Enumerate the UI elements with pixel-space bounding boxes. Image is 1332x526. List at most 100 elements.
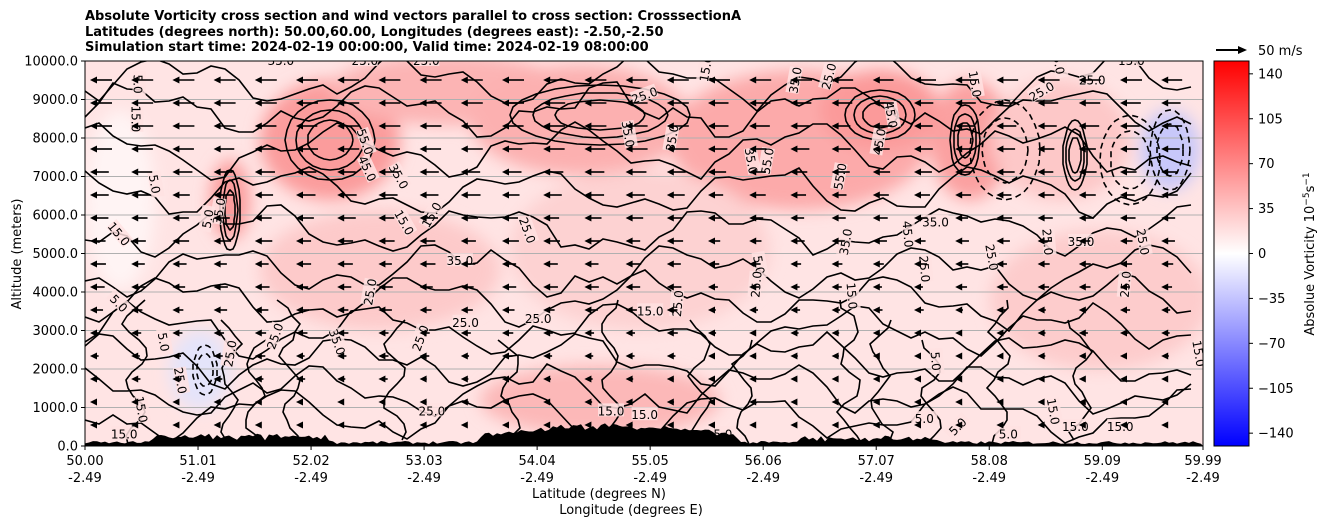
contour-label-text: 55.0 — [831, 162, 849, 191]
wind-vector — [337, 99, 360, 107]
wind-vector — [419, 168, 439, 176]
wind-vector — [1078, 122, 1100, 130]
wind-vector — [584, 260, 599, 268]
wind-vector — [1161, 352, 1169, 360]
contour-label: 5.0 — [155, 327, 174, 356]
wind-vector — [90, 237, 106, 245]
wind-vector — [749, 168, 766, 176]
wind-vector — [749, 375, 757, 383]
wind-vector — [666, 214, 683, 222]
wind-vector — [419, 329, 430, 337]
contour-label-text: 35.0 — [742, 147, 760, 176]
contour-line — [853, 95, 907, 135]
wind-vector — [543, 283, 558, 291]
contour-label-text: 25.0 — [525, 312, 552, 326]
wind-vector — [419, 214, 438, 222]
wind-vector — [790, 145, 810, 153]
wind-vector — [625, 168, 647, 176]
wind-vector — [872, 329, 880, 337]
y-tick-label: 10000.0 — [24, 55, 78, 70]
wind-vector — [749, 214, 764, 222]
wind-vector — [1037, 168, 1054, 176]
contour-label-text: 15.0 — [128, 105, 142, 132]
wind-vector — [1161, 283, 1173, 291]
contour-line — [957, 122, 974, 159]
contour-label-text: 15.0 — [965, 70, 983, 99]
wind-vector — [502, 352, 513, 360]
wind-vector — [872, 191, 889, 199]
wind-vector — [543, 168, 564, 176]
wind-vector — [914, 398, 921, 406]
contour-label-background — [929, 347, 945, 375]
wind-vector — [296, 329, 308, 337]
wind-vector — [914, 352, 921, 360]
wind-vector — [90, 352, 99, 360]
wind-vector — [831, 237, 845, 245]
wind-vector — [337, 191, 357, 199]
wind-vector — [708, 99, 729, 107]
wind-vector — [996, 329, 1005, 337]
contour-label-background — [360, 277, 378, 306]
wind-vector — [131, 237, 146, 245]
contour-label: 15.0 — [1044, 397, 1064, 426]
x-tick-label-lon: -2.49 — [859, 471, 893, 486]
wind-vector — [131, 214, 148, 222]
contour-label-background — [1116, 270, 1132, 298]
contour-label-text: 25.0 — [419, 404, 446, 418]
wind-vector — [296, 237, 312, 245]
wind-vector — [378, 168, 399, 176]
wind-vector — [213, 283, 228, 291]
wind-vector — [378, 352, 389, 360]
y-tick-label: 8000.0 — [33, 132, 79, 147]
wind-vector — [296, 191, 316, 199]
wind-vector — [543, 306, 555, 314]
wind-vector — [996, 398, 1004, 406]
wind-key: 50 m/s — [1216, 44, 1303, 59]
wind-vector — [254, 214, 272, 222]
wind-vector — [419, 99, 442, 107]
contour-line-negative — [192, 344, 218, 396]
colorbar-tick-label: −70 — [1258, 337, 1285, 352]
wind-vector — [996, 214, 1013, 222]
contour-label-text: 25.0 — [982, 243, 1000, 272]
wind-vector — [955, 237, 969, 245]
wind-vector — [254, 191, 274, 199]
wind-vector — [708, 352, 715, 360]
contour-label-text: 15.0 — [111, 427, 138, 441]
wind-vector — [1078, 421, 1086, 429]
contour-label: 25.0 — [452, 314, 479, 330]
wind-vector — [131, 168, 153, 176]
wind-vector — [419, 191, 439, 199]
wind-vector — [749, 191, 766, 199]
wind-vector — [378, 260, 392, 268]
contour-label: 5.0 — [197, 204, 217, 233]
wind-vector — [749, 398, 757, 406]
wind-vector — [1078, 329, 1088, 337]
wind-vector — [996, 283, 1008, 291]
wind-vector — [584, 283, 599, 291]
contour-label-text: 5.0 — [928, 351, 944, 371]
contour-label: 25.0 — [413, 61, 440, 68]
contour-label-text: 25.0 — [1039, 228, 1055, 256]
x-tick-label-lat: 58.08 — [971, 454, 1008, 469]
wind-vector — [749, 421, 757, 429]
contour-line — [284, 99, 376, 181]
contour-line — [985, 299, 1011, 445]
wind-vector — [790, 352, 798, 360]
wind-vector — [1161, 329, 1170, 337]
wind-vector — [1161, 421, 1169, 429]
wind-vector — [708, 260, 720, 268]
wind-vector — [914, 99, 934, 107]
wind-vector — [1161, 398, 1169, 406]
contour-label: 25.0 — [916, 255, 934, 283]
wind-vector — [708, 145, 728, 153]
wind-vector — [708, 191, 724, 199]
wind-vector — [502, 214, 518, 222]
wind-vector — [172, 76, 195, 84]
wind-vector — [1078, 283, 1091, 291]
colorbar-tick-label: 105 — [1258, 112, 1283, 127]
x-tick-label-lon: -2.49 — [68, 471, 102, 486]
wind-vector — [1078, 352, 1087, 360]
wind-vector — [131, 122, 154, 130]
wind-vector — [996, 191, 1012, 199]
